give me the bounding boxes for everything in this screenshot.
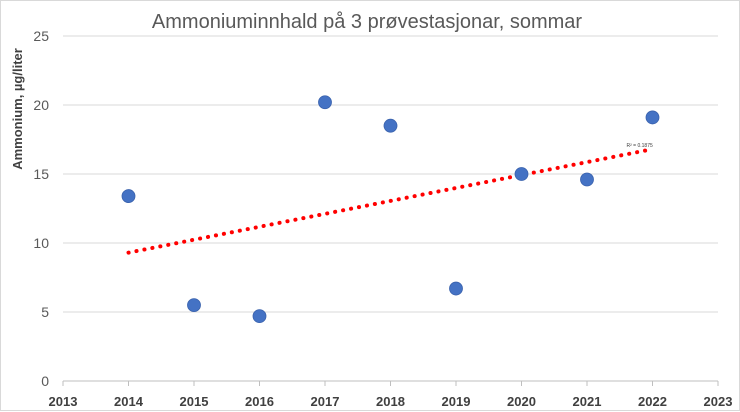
tick-labels: 0 5 10 15 20 25 2013 2014 2015 2016 2017 2018 2019 20… xyxy=(33,28,732,409)
x-tick-label: 2017 xyxy=(311,394,340,409)
data-point xyxy=(383,118,398,133)
data-point xyxy=(318,95,332,110)
y-tick-label: 0 xyxy=(41,373,49,389)
trendline xyxy=(126,147,655,255)
data-point xyxy=(514,167,529,181)
data-point xyxy=(449,281,463,296)
data-point xyxy=(252,309,267,324)
x-tick-label: 2020 xyxy=(507,394,536,409)
r-squared-label: R² = 0.1875 xyxy=(627,143,653,149)
x-tick-label: 2016 xyxy=(245,394,274,409)
data-point xyxy=(187,298,201,313)
trendline-group: R² = 0.1875 xyxy=(126,143,655,255)
x-tick-label: 2014 xyxy=(114,394,144,409)
x-tick-label: 2019 xyxy=(442,394,471,409)
gridlines xyxy=(63,35,718,313)
y-axis-title: Ammonium, µg/liter xyxy=(10,48,25,170)
data-point xyxy=(580,172,594,187)
axes xyxy=(62,380,719,386)
chart-title: Ammoniuminnhald på 3 prøvestasjonar, som… xyxy=(152,11,583,33)
y-tick-label: 20 xyxy=(33,97,49,113)
x-tick-label: 2018 xyxy=(376,394,405,409)
data-points xyxy=(121,95,660,324)
data-point xyxy=(645,110,660,125)
x-tick-label: 2021 xyxy=(573,394,602,409)
x-tick-label: 2015 xyxy=(180,394,209,409)
data-point xyxy=(121,189,136,203)
x-tick-label: 2013 xyxy=(49,394,78,409)
x-tick-label: 2022 xyxy=(638,394,667,409)
y-tick-label: 5 xyxy=(41,304,49,320)
x-tick-label: 2023 xyxy=(704,394,733,409)
y-tick-label: 25 xyxy=(33,28,49,44)
y-tick-label: 10 xyxy=(33,235,49,251)
y-tick-label: 15 xyxy=(33,166,49,182)
